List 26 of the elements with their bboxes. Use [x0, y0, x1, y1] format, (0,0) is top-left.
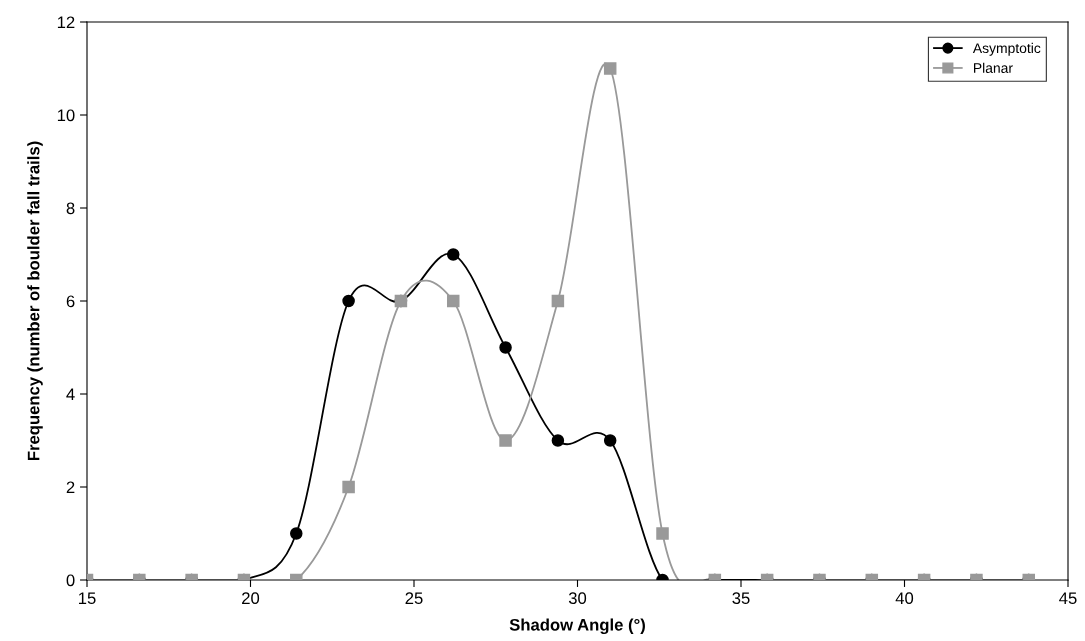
- point: [446, 294, 460, 308]
- y-axis-title: Frequency (number of boulder fall trails): [27, 141, 43, 461]
- x-tick-label: 40: [895, 592, 914, 605]
- y-tick-label: 8: [66, 202, 75, 215]
- x-tick-label: 45: [1059, 592, 1077, 605]
- x-tick-label: 25: [405, 592, 423, 605]
- y-tick-label: 4: [66, 388, 75, 401]
- x-axis-title: Shadow Angle (°): [509, 618, 645, 635]
- point: [603, 434, 617, 447]
- y-tick-label: 6: [66, 295, 75, 308]
- y-tick-label: 12: [57, 16, 75, 29]
- point: [446, 248, 460, 261]
- x-tick-label: 35: [732, 592, 750, 605]
- y-tick-label: 2: [66, 481, 75, 494]
- point: [499, 341, 512, 354]
- point: [499, 434, 512, 447]
- x-tick-label: 30: [568, 592, 587, 605]
- point: [551, 294, 565, 308]
- point: [342, 294, 355, 308]
- y-tick-label: 10: [57, 109, 75, 122]
- legend-label: Asymptotic: [972, 42, 1041, 56]
- y-tick-label: 0: [66, 574, 75, 587]
- legend-label: Planar: [974, 62, 1013, 73]
- x-tick-label: 15: [79, 592, 96, 605]
- point: [551, 434, 565, 447]
- x-tick-label: 20: [242, 592, 260, 605]
